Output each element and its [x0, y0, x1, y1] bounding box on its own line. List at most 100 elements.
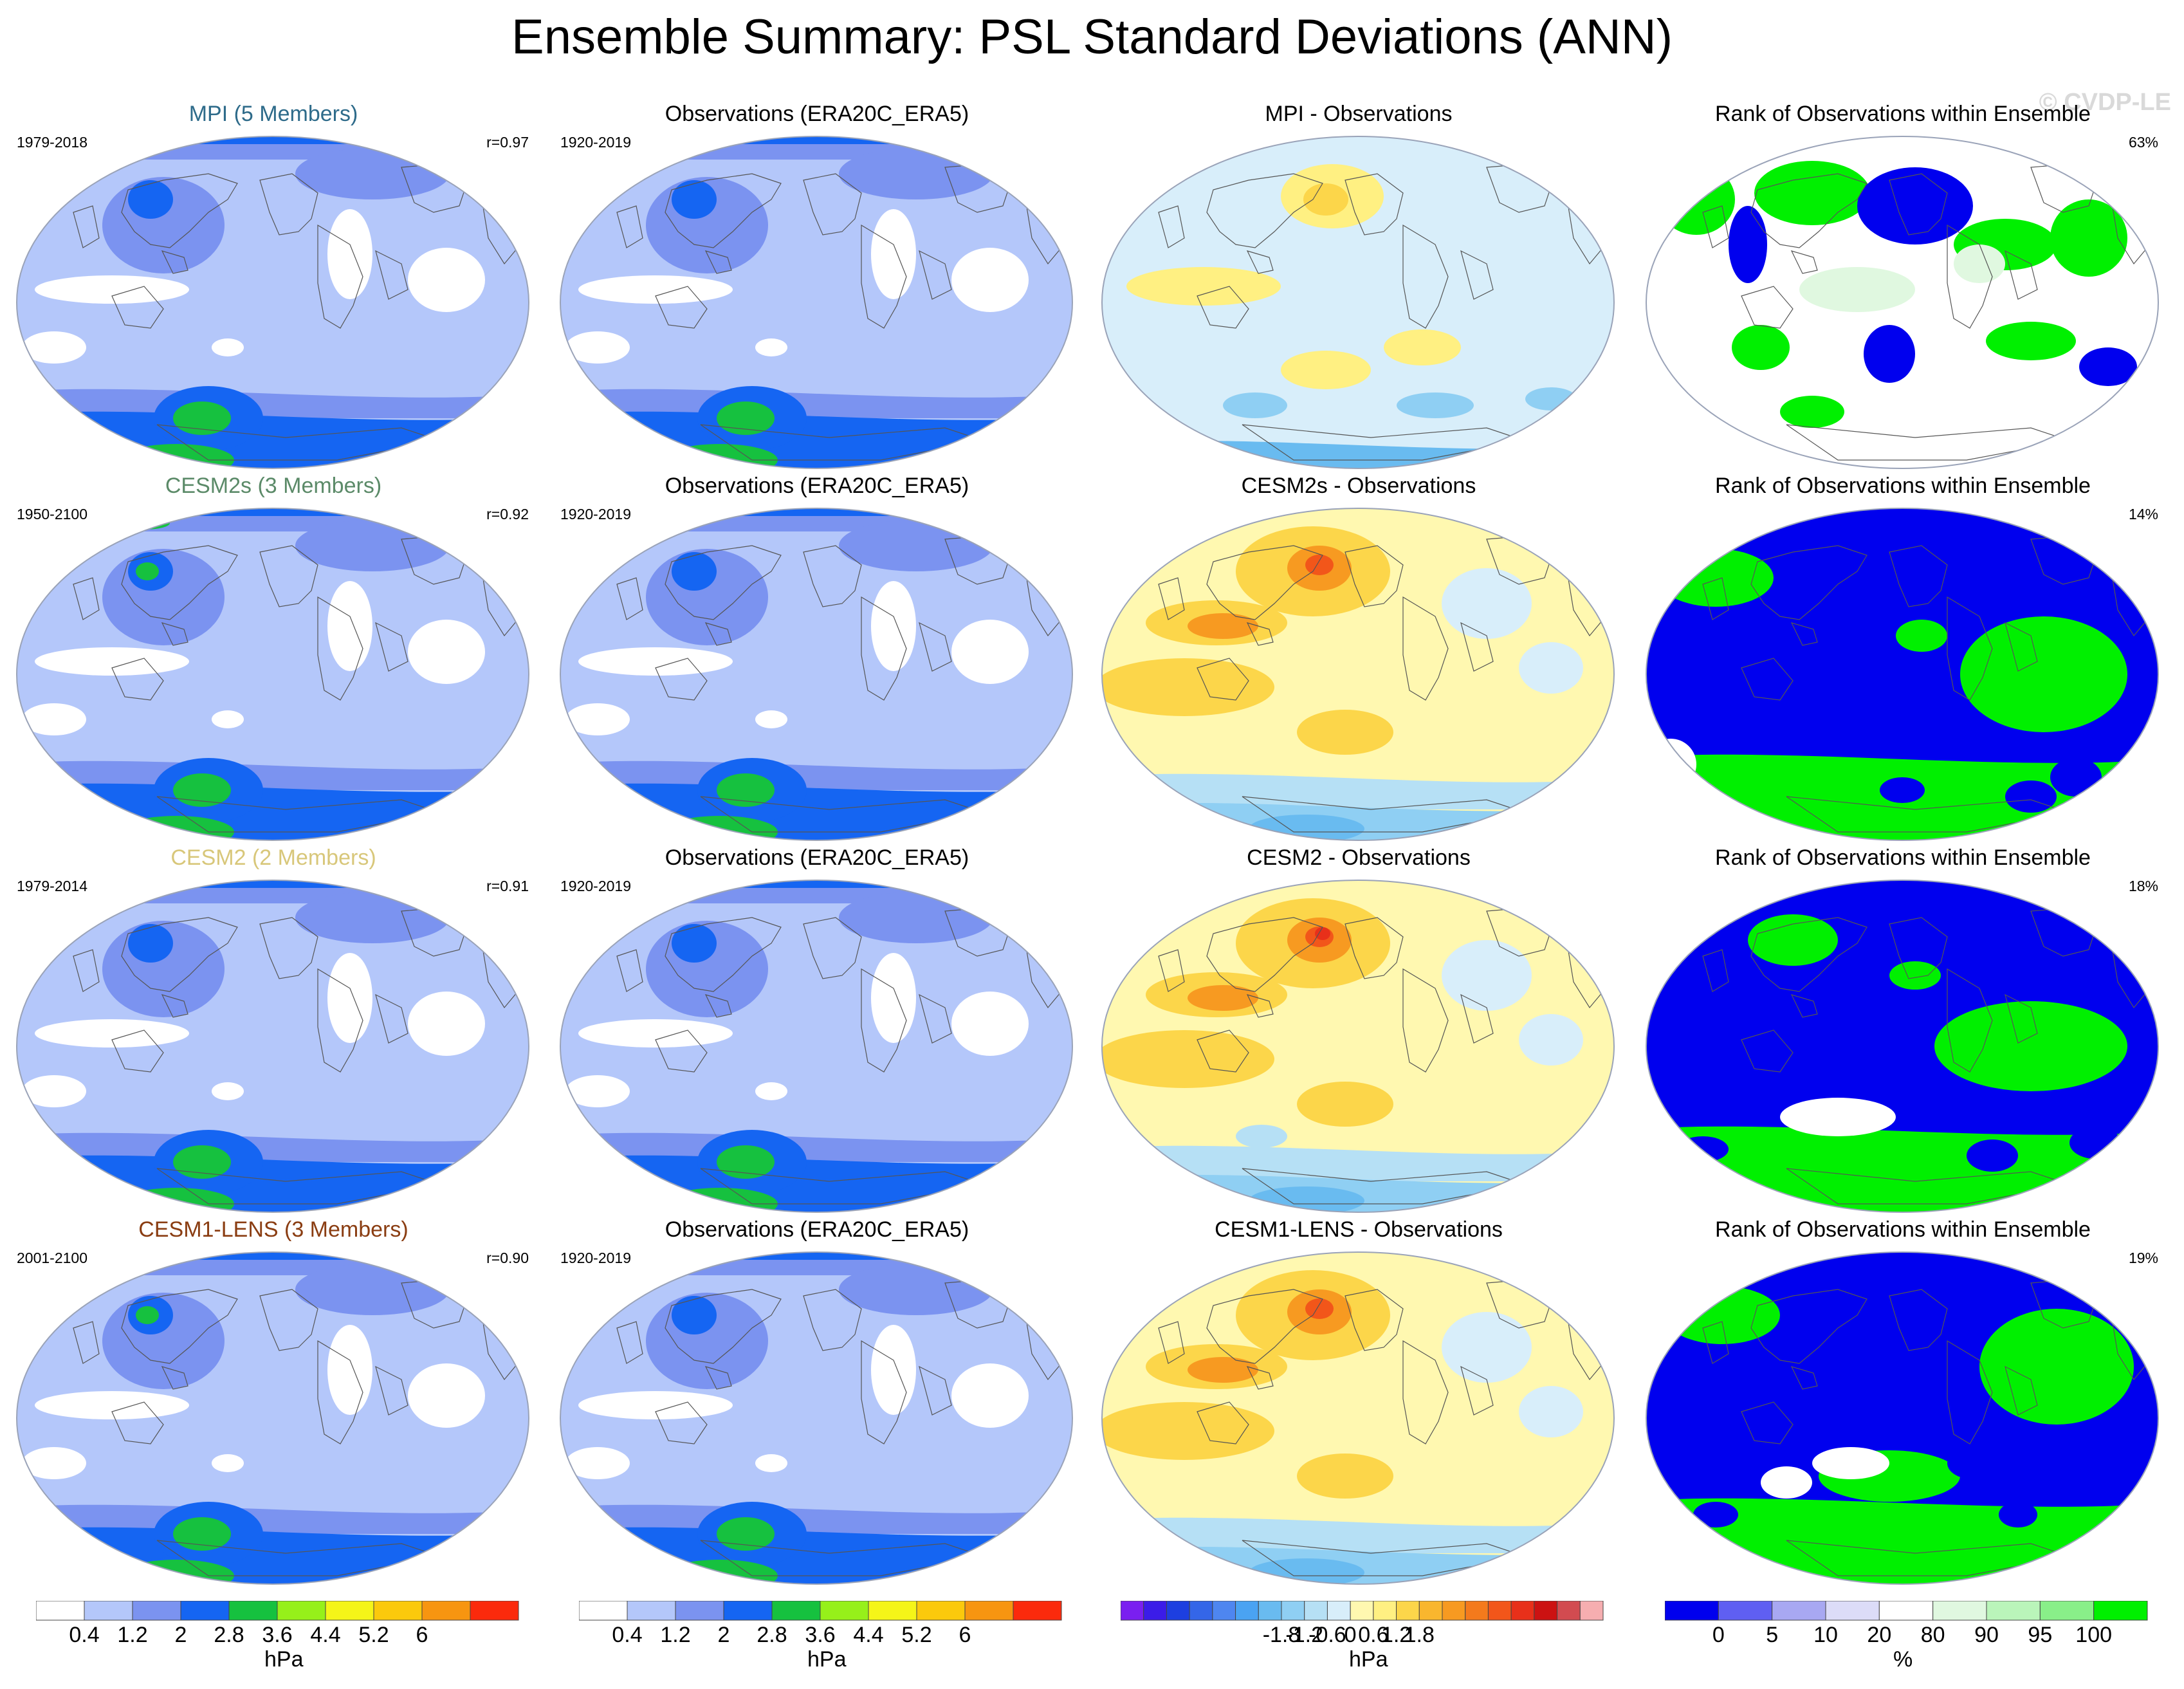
colorbar-swatch	[180, 1600, 230, 1621]
panel-title-obs: Observations (ERA20C_ERA5)	[665, 102, 969, 126]
colorbar-swatch	[2039, 1600, 2095, 1621]
colorbar-swatch	[1418, 1600, 1443, 1621]
panel-title-diff: MPI - Observations	[1265, 102, 1453, 126]
colorbar-swatch	[1442, 1600, 1466, 1621]
colorbar-svg: 0 5 10 20 80 90 95 100	[1664, 1600, 2148, 1647]
panel-title-diff: CESM1-LENS - Observations	[1215, 1217, 1503, 1242]
colorbar-swatch	[1373, 1600, 1397, 1621]
panel-title-obs: Observations (ERA20C_ERA5)	[665, 845, 969, 870]
panel-title-model: MPI (5 Members)	[188, 102, 358, 126]
panel-title-obs: Observations (ERA20C_ERA5)	[665, 1217, 969, 1242]
colorbar-swatch	[1878, 1600, 1934, 1621]
rank-map	[1646, 880, 2159, 1213]
colorbar-swatch	[1350, 1600, 1374, 1621]
colorbar-unit: hPa	[1349, 1647, 1388, 1672]
panel-rank-row1: Rank of Observations within Ensemble 63%	[1636, 102, 2170, 475]
panel-years: 1920-2019	[560, 878, 631, 894]
colorbar-tick-label: 0.4	[612, 1623, 642, 1647]
main-title: Ensemble Summary: PSL Standard Deviation…	[511, 10, 1673, 64]
panel-diff-row3: CESM2 - Observations	[1092, 845, 1626, 1219]
colorbar-tick-label: 5.2	[901, 1623, 931, 1647]
model-map	[16, 880, 529, 1213]
copyright-watermark: © CVDP-LE	[2039, 89, 2171, 116]
colorbar-swatch	[723, 1600, 773, 1621]
colorbar-swatch	[1510, 1600, 1535, 1621]
panel-years: 2001-2100	[17, 1250, 87, 1266]
colorbar-swatch	[1718, 1600, 1773, 1621]
colorbar-tick-label: 1.8	[1404, 1623, 1435, 1647]
panel-obs-row2: Observations (ERA20C_ERA5) 1920-2019	[550, 474, 1084, 847]
colorbar-swatch	[916, 1600, 966, 1621]
colorbar-swatch	[1487, 1600, 1512, 1621]
rank-percent: 14%	[2128, 506, 2158, 522]
panel-title-model: CESM2 (2 Members)	[170, 845, 376, 870]
obs-map	[560, 136, 1073, 469]
colorbar-swatch	[1772, 1600, 1826, 1621]
panel-rank-row4: Rank of Observations within Ensemble 19%	[1636, 1217, 2170, 1591]
colorbar-swatch	[675, 1600, 724, 1621]
colorbar-swatch	[277, 1600, 326, 1621]
rank-percent: 63%	[2128, 134, 2158, 151]
panel-model-row2: CESM2s (3 Members) 1950-2100 r=0.92	[6, 474, 540, 847]
diff-map	[1101, 508, 1615, 841]
panel-title-diff: CESM2 - Observations	[1247, 845, 1471, 870]
diff-map	[1101, 880, 1615, 1213]
colorbar-unit: %	[1893, 1647, 1913, 1672]
pattern-correlation: r=0.97	[486, 134, 529, 151]
colorbar-swatch	[1212, 1600, 1236, 1621]
colorbar-svg: 0.4 1.2 2 2.8 3.6 4.4 5.2 6	[578, 1600, 1062, 1647]
obs-map	[560, 1251, 1073, 1585]
model-map	[16, 508, 529, 841]
colorbar-tick-label: 0	[1712, 1623, 1725, 1647]
panel-years: 1920-2019	[560, 506, 631, 522]
colorbar-swatch	[84, 1600, 133, 1621]
obs-map	[560, 508, 1073, 841]
sd-colorbar-model: 0.4 1.2 2 2.8 3.6 4.4 5.2 6 hPa	[35, 1600, 525, 1681]
panel-years: 1979-2018	[17, 134, 87, 151]
colorbar-swatch	[1557, 1600, 1581, 1621]
colorbar-tick-label: 6	[416, 1623, 428, 1647]
colorbar-swatch	[228, 1600, 278, 1621]
colorbar-tick-label: 0	[1344, 1623, 1357, 1647]
colorbar-tick-label: 90	[1974, 1623, 1999, 1647]
colorbar-swatch	[1326, 1600, 1351, 1621]
panel-title-model: CESM1-LENS (3 Members)	[138, 1217, 408, 1242]
colorbar-swatch	[1932, 1600, 1987, 1621]
panel-model-row1: MPI (5 Members) 1979-2018 r=0.97	[6, 102, 540, 475]
colorbar-tick-label: 2	[718, 1623, 730, 1647]
colorbar-swatch	[578, 1600, 628, 1621]
colorbar-swatch	[1664, 1600, 1719, 1621]
rank-map	[1646, 1251, 2159, 1585]
colorbar-tick-label: 5.2	[358, 1623, 389, 1647]
rank-map	[1646, 136, 2159, 469]
colorbar-unit: hPa	[807, 1647, 847, 1672]
colorbar-swatch	[1304, 1600, 1328, 1621]
colorbar-tick-label: 10	[1813, 1623, 1838, 1647]
panel-title-rank: Rank of Observations within Ensemble	[1715, 474, 2091, 498]
rank-map	[1646, 508, 2159, 841]
panel-obs-row4: Observations (ERA20C_ERA5) 1920-2019	[550, 1217, 1084, 1591]
colorbar-swatch	[325, 1600, 374, 1621]
colorbar-swatch	[1143, 1600, 1167, 1621]
obs-map	[560, 880, 1073, 1213]
colorbar-tick-label: 2	[175, 1623, 187, 1647]
colorbar-swatch	[1825, 1600, 1880, 1621]
diff-colorbar: -1.8 -1.2 -0.6 0 0.6 1.2 1.8 hPa	[1120, 1600, 1610, 1681]
colorbar-tick-label: -1.2	[1285, 1623, 1323, 1647]
colorbar-swatch	[35, 1600, 85, 1621]
colorbar-tick-label: 100	[2075, 1623, 2112, 1647]
colorbar-swatch	[1465, 1600, 1489, 1621]
panel-years: 1920-2019	[560, 1250, 631, 1266]
colorbar-tick-label: 0.6	[1358, 1623, 1388, 1647]
colorbar-svg: 0.4 1.2 2 2.8 3.6 4.4 5.2 6	[35, 1600, 519, 1647]
colorbar-tick-label: -1.8	[1263, 1623, 1301, 1647]
colorbar-swatch	[1166, 1600, 1190, 1621]
colorbar-swatch	[1258, 1600, 1282, 1621]
colorbar-swatch	[1579, 1600, 1604, 1621]
pattern-correlation: r=0.90	[486, 1250, 529, 1266]
colorbar-tick-label: 80	[1921, 1623, 1945, 1647]
panel-years: 1950-2100	[17, 506, 87, 522]
colorbar-swatch	[820, 1600, 869, 1621]
model-map	[16, 136, 529, 469]
panel-model-row3: CESM2 (2 Members) 1979-2014 r=0.91	[6, 845, 540, 1219]
